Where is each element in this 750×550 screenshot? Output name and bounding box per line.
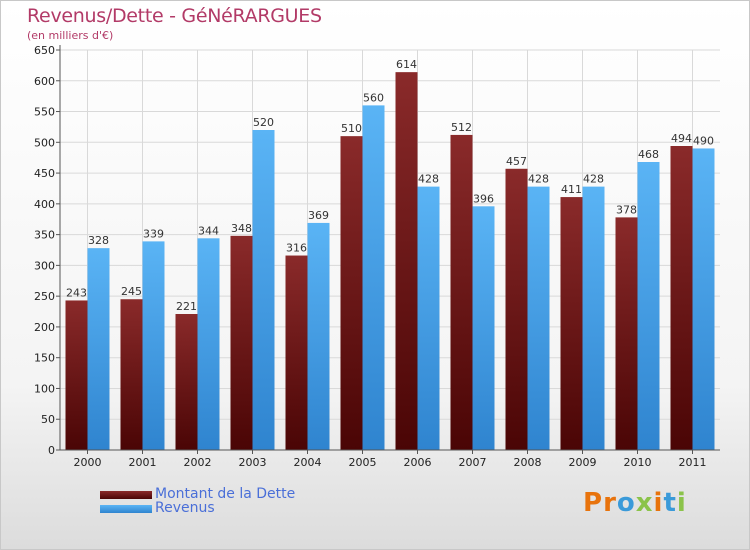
data-label-revenus: 490 xyxy=(693,134,714,147)
bar-debt xyxy=(120,299,143,450)
data-label-debt: 494 xyxy=(671,132,692,145)
bar-debt xyxy=(230,235,253,450)
bar-debt xyxy=(65,300,88,450)
data-label-revenus: 396 xyxy=(473,192,494,205)
x-tick-label: 2004 xyxy=(294,456,322,469)
x-tick-label: 2000 xyxy=(74,456,102,469)
data-label-revenus: 428 xyxy=(528,173,549,186)
bar-debt xyxy=(615,217,638,450)
logo-letter: t xyxy=(663,488,677,518)
bar-revenus xyxy=(87,248,110,450)
data-label-revenus: 428 xyxy=(418,173,439,186)
axes: 0 50 100 150 200 250 300 350 400 450 500 550 600 650 2… xyxy=(34,44,720,469)
data-label-debt: 512 xyxy=(451,121,472,134)
x-tick-label: 2001 xyxy=(129,456,157,469)
data-label-debt: 457 xyxy=(506,155,527,168)
y-tick-label: 550 xyxy=(34,106,55,119)
bar-debt xyxy=(340,136,363,450)
bar-revenus xyxy=(582,186,605,450)
data-label-debt: 378 xyxy=(616,203,637,216)
x-tick-label: 2007 xyxy=(459,456,487,469)
chart-title: Revenus/Dette - GéNéRARGUES xyxy=(27,5,322,27)
logo-letter: r xyxy=(603,488,617,518)
y-tick-label: 100 xyxy=(34,382,55,395)
x-tick-label: 2005 xyxy=(349,456,377,469)
data-label-debt: 221 xyxy=(176,300,197,313)
logo-letter: o xyxy=(616,488,636,518)
logo-letter: i xyxy=(676,488,687,518)
x-tick-label: 2011 xyxy=(679,456,707,469)
bar-revenus xyxy=(142,241,165,450)
y-tick-label: 200 xyxy=(34,321,55,334)
data-label-revenus: 468 xyxy=(638,148,659,161)
bar-revenus xyxy=(527,186,550,450)
data-label-revenus: 560 xyxy=(363,91,384,104)
data-label-revenus: 344 xyxy=(198,224,219,237)
bar-revenus xyxy=(472,206,495,450)
chart-subtitle: (en milliers d'€) xyxy=(27,29,114,42)
data-label-revenus: 328 xyxy=(88,234,109,247)
bar-debt xyxy=(670,146,693,450)
bar-revenus xyxy=(197,238,220,450)
y-tick-label: 300 xyxy=(34,259,55,272)
data-label-debt: 614 xyxy=(396,58,417,71)
data-label-debt: 316 xyxy=(286,242,307,255)
data-labels: 243 328 245 339 221 344 348 520 316 369 510 560 614 4… xyxy=(66,58,714,313)
x-tick-label: 2002 xyxy=(184,456,212,469)
bar-debt xyxy=(560,197,583,450)
bar-debt xyxy=(285,255,308,450)
proxiti-logo: Proxiti xyxy=(583,488,687,518)
bar-revenus xyxy=(252,130,275,450)
y-tick-label: 500 xyxy=(34,136,55,149)
data-label-revenus: 369 xyxy=(308,209,329,222)
bar-debt xyxy=(395,72,418,451)
data-label-debt: 243 xyxy=(66,286,87,299)
data-label-revenus: 339 xyxy=(143,227,164,240)
bar-debt xyxy=(175,314,198,450)
bar-revenus xyxy=(307,222,330,450)
x-tick-label: 2009 xyxy=(569,456,597,469)
y-tick-label: 350 xyxy=(34,229,55,242)
y-tick-label: 150 xyxy=(34,352,55,365)
y-tick-label: 600 xyxy=(34,75,55,88)
y-tick-label: 400 xyxy=(34,198,55,211)
bar-revenus xyxy=(692,148,715,450)
x-tick-label: 2010 xyxy=(624,456,652,469)
data-label-debt: 245 xyxy=(121,285,142,298)
y-tick-label: 450 xyxy=(34,167,55,180)
x-tick-label: 2003 xyxy=(239,456,267,469)
legend-label-debt: Montant de la Dette xyxy=(155,486,296,502)
legend-swatch-debt xyxy=(100,491,152,499)
logo-letter: P xyxy=(583,488,604,518)
data-label-revenus: 520 xyxy=(253,116,274,129)
bar-revenus xyxy=(362,105,385,450)
x-tick-label: 2008 xyxy=(514,456,542,469)
y-tick-label: 50 xyxy=(41,413,55,426)
bar-debt xyxy=(450,134,473,450)
logo-letter: x xyxy=(635,488,654,518)
x-tick-label: 2006 xyxy=(404,456,432,469)
data-label-debt: 411 xyxy=(561,183,582,196)
data-label-debt: 348 xyxy=(231,222,252,235)
bar-revenus xyxy=(417,186,440,450)
data-label-debt: 510 xyxy=(341,122,362,135)
legend-label-revenus: Revenus xyxy=(155,500,215,516)
bar-debt xyxy=(505,168,528,450)
y-tick-label: 0 xyxy=(48,444,55,457)
bar-revenus xyxy=(637,162,660,450)
legend-swatch-revenus xyxy=(100,505,152,513)
logo-letter: i xyxy=(653,488,664,518)
y-tick-label: 250 xyxy=(34,290,55,303)
y-tick-label: 650 xyxy=(34,44,55,57)
bars xyxy=(65,72,715,451)
data-label-revenus: 428 xyxy=(583,173,604,186)
